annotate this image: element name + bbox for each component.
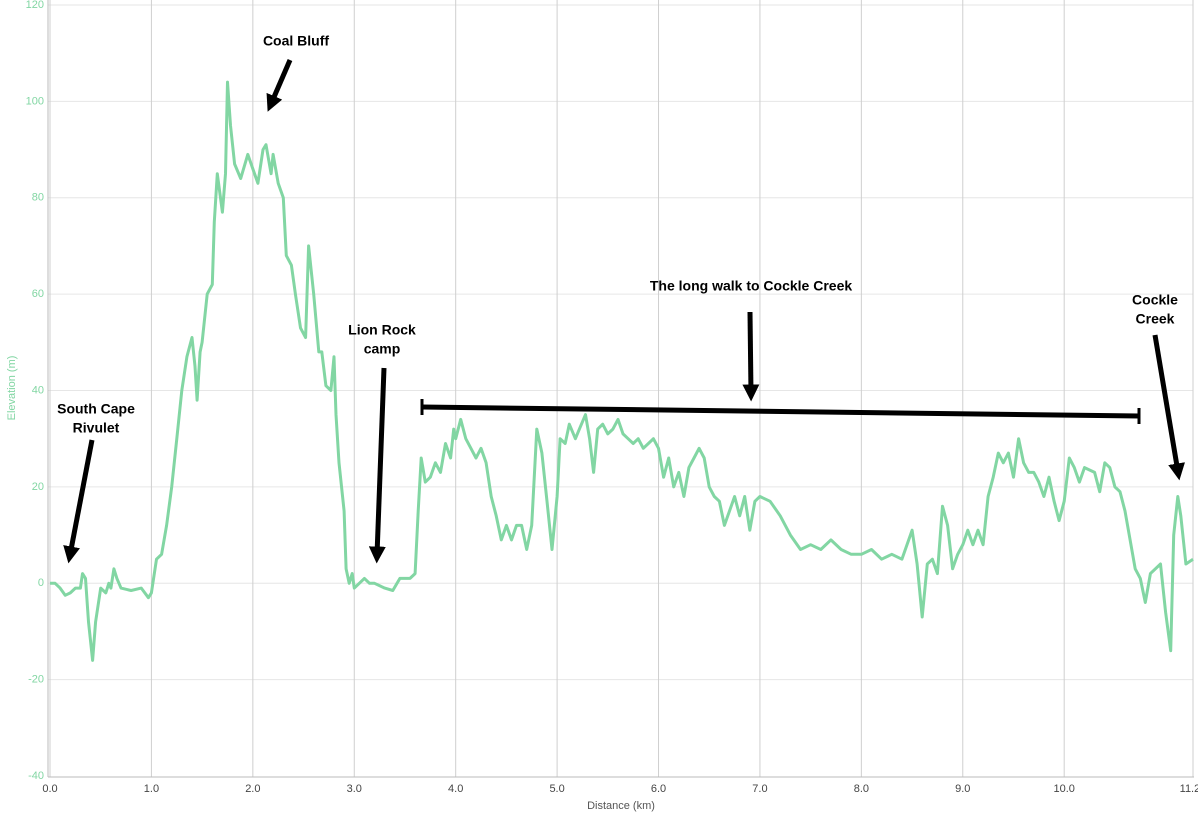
y-tick-label: 120 <box>26 0 44 11</box>
x-tick-label: 2.0 <box>245 783 260 795</box>
elevation-line <box>50 80 1194 662</box>
x-tick-label: 9.0 <box>955 783 970 795</box>
y-tick-label: 100 <box>26 95 44 107</box>
x-tick-label: 4.0 <box>448 783 463 795</box>
arrow <box>1152 334 1185 481</box>
y-tick-label: 40 <box>32 384 44 396</box>
x-tick-label: 5.0 <box>549 783 564 795</box>
annotation: camp <box>364 341 401 357</box>
annotation: Lion Rock <box>348 322 416 338</box>
annotation: South Cape <box>57 401 135 417</box>
grid <box>48 0 1194 777</box>
y-axis-label: Elevation (m) <box>6 356 18 421</box>
arrow <box>266 59 293 112</box>
x-tick-label: 1.0 <box>144 783 159 795</box>
arrow <box>742 311 760 402</box>
arrow <box>63 439 95 564</box>
annotation: Creek <box>1136 311 1175 327</box>
x-tick-label: 3.0 <box>347 783 362 795</box>
annotation: The long walk to Cockle Creek <box>650 278 852 294</box>
x-tick-label: 0.0 <box>42 783 57 795</box>
x-tick-label: 6.0 <box>651 783 666 795</box>
x-tick-label: 8.0 <box>854 783 869 795</box>
annotation: Coal Bluff <box>263 33 329 49</box>
y-tick-label: 20 <box>32 481 44 493</box>
x-tick-label: 11.27 <box>1180 783 1198 795</box>
x-axis-label: Distance (km) <box>587 800 655 812</box>
y-tick-label: 80 <box>32 192 44 204</box>
range-line <box>421 404 1140 419</box>
x-tick-label: 7.0 <box>752 783 767 795</box>
y-tick-label: 60 <box>32 288 44 300</box>
y-tick-label: -40 <box>28 770 44 782</box>
annotation: Cockle <box>1132 292 1178 308</box>
y-tick-label: -20 <box>28 674 44 686</box>
annotation: Rivulet <box>73 420 120 436</box>
arrow <box>368 367 387 564</box>
x-tick-label: 10.0 <box>1053 783 1074 795</box>
y-tick-label: 0 <box>38 577 44 589</box>
